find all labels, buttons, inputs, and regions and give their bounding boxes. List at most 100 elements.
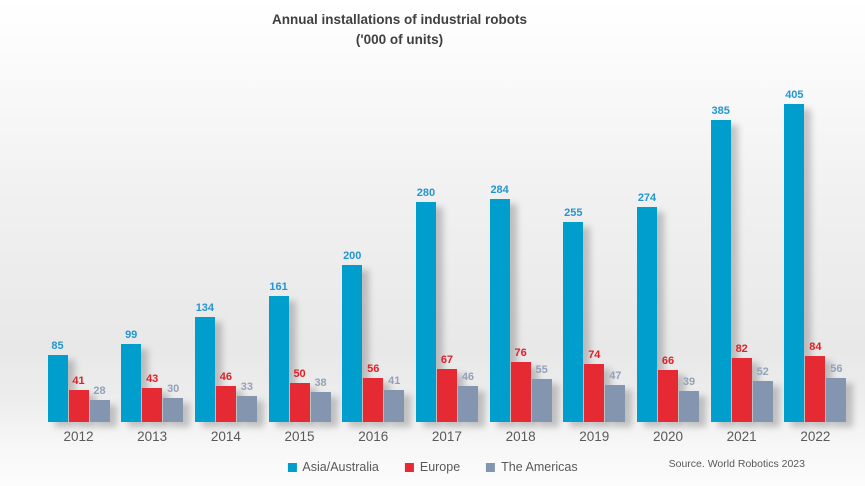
bar — [415, 202, 436, 422]
bar-slot: 84 — [805, 342, 826, 422]
x-axis-label: 2020 — [652, 428, 684, 444]
bar — [68, 390, 89, 422]
bar-cluster: 200 56 41 — [342, 251, 405, 422]
bar-value-label: 200 — [343, 250, 362, 262]
bar-group: 99 43 30 2013 — [121, 330, 184, 448]
bar-value-label: 161 — [269, 281, 288, 293]
bar-slot: 85 — [47, 341, 68, 422]
bar — [384, 390, 405, 422]
bar-slot: 385 — [710, 106, 731, 422]
bar — [342, 265, 363, 422]
bar-group: 385 82 52 2021 — [710, 106, 773, 448]
bar-value-label: 50 — [293, 368, 306, 380]
bar-value-label: 284 — [490, 184, 509, 196]
chart-title-line2: ('000 of units) — [355, 31, 444, 47]
bar-slot: 55 — [531, 365, 552, 422]
legend-item: Asia/Australia — [287, 460, 379, 474]
bar-slot: 67 — [436, 355, 457, 422]
bar-cluster: 405 84 56 — [784, 90, 847, 422]
bar-slot: 134 — [194, 303, 215, 422]
bar-slot: 47 — [605, 371, 626, 422]
bar-slot: 284 — [489, 185, 510, 422]
bar — [163, 398, 184, 422]
bar-group: 255 74 47 2019 — [563, 208, 626, 448]
bar-cluster: 284 76 55 — [489, 185, 552, 422]
x-axis-label: 2016 — [358, 428, 389, 444]
legend-label: Europe — [419, 460, 461, 474]
bar-cluster: 85 41 28 — [47, 341, 110, 422]
bar-slot: 43 — [142, 374, 163, 422]
bar-value-label: 39 — [682, 376, 696, 388]
legend-item: The Americas — [486, 460, 578, 474]
bar-slot: 46 — [215, 372, 236, 422]
source-note: Source. World Robotics 2023 — [668, 458, 805, 470]
bar-cluster: 99 43 30 — [121, 330, 184, 422]
bar — [563, 222, 584, 422]
bar-value-label: 43 — [146, 373, 159, 385]
bar — [584, 364, 605, 422]
bar-group: 274 66 39 2020 — [637, 193, 700, 448]
bar-group: 134 46 33 2014 — [194, 303, 257, 448]
bar-slot: 99 — [121, 330, 142, 422]
bar — [194, 317, 215, 422]
bar — [752, 381, 773, 422]
bar-value-label: 76 — [514, 347, 527, 359]
bar-value-label: 280 — [416, 187, 436, 199]
x-axis-label: 2012 — [63, 428, 94, 444]
bar — [47, 355, 68, 422]
x-axis-label: 2022 — [800, 428, 831, 444]
bar — [457, 386, 478, 422]
bar-slot: 28 — [89, 386, 110, 422]
bar — [89, 400, 110, 422]
bar-group: 284 76 55 2018 — [489, 185, 552, 448]
legend: Asia/Australia Europe The Americas — [287, 460, 578, 474]
bar-slot: 56 — [363, 364, 384, 422]
bar-cluster: 274 66 39 — [637, 193, 700, 422]
bar-slot: 41 — [384, 376, 405, 422]
x-axis-label: 2021 — [726, 428, 757, 444]
bar — [731, 358, 752, 422]
x-axis-label: 2014 — [210, 428, 241, 444]
bar — [436, 369, 457, 422]
bar-slot: 39 — [679, 377, 700, 422]
bar-value-label: 255 — [564, 207, 583, 219]
bar — [784, 104, 805, 422]
bar-group: 280 67 46 2017 — [415, 188, 478, 448]
bar-value-label: 46 — [219, 371, 232, 383]
bar-value-label: 56 — [367, 363, 380, 375]
bar — [805, 356, 826, 422]
bar-value-label: 82 — [735, 343, 748, 355]
bar — [637, 207, 657, 422]
bar-value-label: 274 — [637, 192, 657, 204]
bar-value-label: 52 — [756, 366, 769, 378]
plot-area: 85 41 28 2012 99 43 30 2013 134 46 33 2014 161 50 38 20… — [47, 90, 847, 448]
bar-value-label: 28 — [93, 385, 106, 397]
bar-value-label: 33 — [240, 381, 253, 393]
bar — [268, 296, 289, 422]
bar-value-label: 85 — [51, 340, 64, 352]
bar — [679, 391, 699, 422]
bar-value-label: 405 — [785, 89, 804, 101]
bar-cluster: 280 67 46 — [415, 188, 478, 422]
bar-slot: 76 — [510, 348, 531, 422]
bar — [363, 378, 384, 422]
bar — [489, 199, 510, 422]
bar-slot: 280 — [415, 188, 436, 422]
legend-swatch — [486, 462, 496, 472]
bar-cluster: 161 50 38 — [268, 282, 331, 422]
bar-value-label: 41 — [388, 375, 401, 387]
bar-value-label: 134 — [195, 302, 215, 314]
bar — [310, 392, 331, 422]
legend-swatch — [404, 462, 414, 472]
bar-value-label: 46 — [461, 371, 475, 383]
bar-value-label: 55 — [535, 364, 548, 376]
bar-value-label: 30 — [167, 383, 180, 395]
bar-slot: 30 — [163, 384, 184, 422]
bar-slot: 52 — [752, 367, 773, 422]
chart-title-line1: Annual installations of industrial robot… — [271, 12, 527, 27]
bar-group: 85 41 28 2012 — [47, 341, 110, 448]
bar — [121, 344, 142, 422]
bar-value-label: 385 — [711, 105, 730, 117]
x-axis-label: 2018 — [505, 428, 536, 444]
